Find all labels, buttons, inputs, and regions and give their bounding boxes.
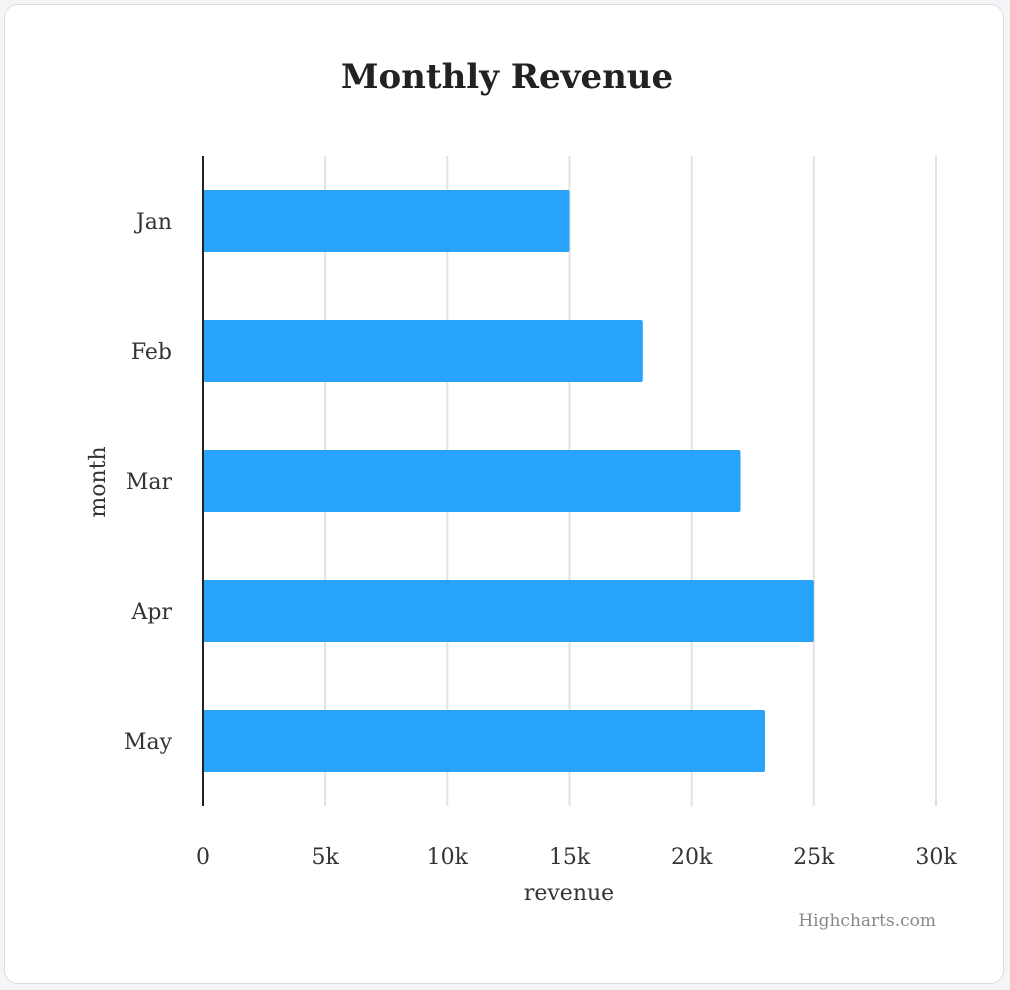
- category-label: Mar: [126, 470, 173, 495]
- bars: [203, 190, 814, 772]
- bar-jan[interactable]: [203, 190, 570, 252]
- x-tick-label: 0: [196, 845, 210, 870]
- category-label: Jan: [134, 210, 172, 235]
- category-label: Feb: [131, 340, 172, 365]
- x-axis-title: revenue: [524, 881, 614, 906]
- credits-link[interactable]: Highcharts.com: [798, 911, 936, 931]
- y-axis-title: month: [86, 446, 111, 517]
- x-tick-label: 15k: [549, 845, 591, 870]
- category-labels: Jan Feb Mar Apr May: [124, 210, 173, 755]
- bar-mar[interactable]: [203, 450, 741, 512]
- grid-lines: [324, 156, 937, 806]
- x-tick-label: 25k: [793, 845, 835, 870]
- bar-apr[interactable]: [203, 580, 814, 642]
- category-label: Apr: [131, 600, 173, 625]
- category-label: May: [124, 730, 173, 755]
- x-tick-label: 20k: [671, 845, 713, 870]
- x-tick-label: 30k: [915, 845, 957, 870]
- bar-may[interactable]: [203, 710, 765, 772]
- bar-feb[interactable]: [203, 320, 643, 382]
- x-tick-label: 10k: [427, 845, 469, 870]
- x-tick-label: 5k: [312, 845, 340, 870]
- chart-title: Monthly Revenue: [341, 57, 673, 97]
- tick-labels: 0 5k 10k 15k 20k 25k 30k: [196, 845, 957, 870]
